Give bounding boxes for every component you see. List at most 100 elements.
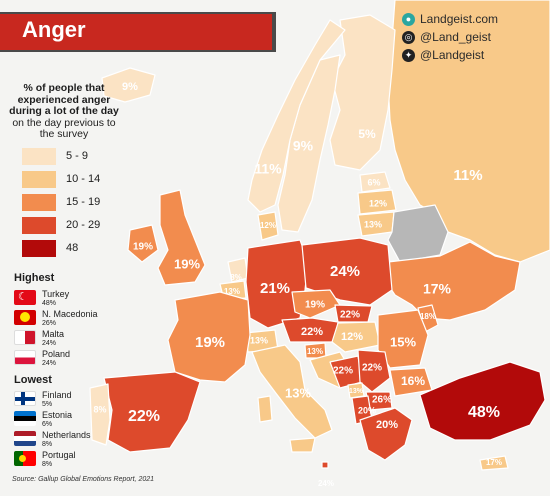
map-label-ukraine: 17% [423, 281, 452, 297]
portugal-flag-icon [14, 451, 36, 466]
highest-entry-macedonia: N. Macedonia 26% [14, 310, 98, 328]
map-label-iceland: 9% [122, 81, 138, 93]
map-label-switzerland: 13% [250, 335, 268, 345]
legend-swatch [22, 170, 56, 188]
map-label-romania: 15% [390, 334, 416, 349]
brand-twitter[interactable]: ✦ @Landgeist [402, 46, 532, 64]
highest-entry-malta: Malta 24% [14, 330, 64, 348]
region-norway [247, 19, 346, 213]
map-label-united-kingdom: 19% [174, 256, 200, 271]
finland-flag-icon [14, 391, 36, 406]
twitter-icon: ✦ [402, 48, 415, 62]
region-turkey [419, 361, 546, 441]
region-greece [359, 407, 413, 461]
legend-bin: 15 - 19 [8, 191, 120, 214]
legend-subtitle: on the day previous to the survey [12, 116, 116, 140]
map-label-austria: 22% [301, 326, 323, 338]
map-label-ireland: 19% [133, 242, 153, 253]
north-macedonia-flag-icon [14, 310, 36, 325]
region-sicily [289, 437, 316, 453]
map-label-poland: 24% [330, 263, 360, 280]
entry-value: 24% [42, 360, 57, 367]
lowest-heading: Lowest [14, 374, 52, 386]
region-latvia [357, 189, 397, 215]
entry-name: Turkey [42, 289, 70, 299]
poland-flag-icon [14, 350, 36, 365]
region-czechia [291, 289, 341, 319]
map-label-montenegro: 13% [349, 388, 364, 395]
legend-bin-label: 10 - 14 [66, 173, 101, 185]
lowest-entry-finland: Finland 5% [14, 391, 72, 409]
title-bar [0, 14, 272, 50]
entry-name: Malta [42, 329, 65, 339]
highest-entry-poland: Poland 24% [14, 350, 70, 368]
legend-bin-label: 48 [66, 242, 79, 254]
malta-flag-icon [14, 330, 36, 345]
brand-block: ● Landgeist.com ◎ @Land_geist ✦ @Landgei… [402, 10, 532, 64]
legend-swatch [22, 239, 56, 257]
map-label-czechia: 19% [305, 300, 325, 311]
entry-value: 8% [42, 441, 53, 448]
legend: % of people that experienced anger durin… [8, 82, 120, 260]
legend-bin: 5 - 9 [8, 145, 120, 168]
legend-bin: 48 [8, 237, 120, 260]
map-label-greece: 20% [376, 419, 398, 431]
region-estonia [359, 171, 391, 193]
page-title: Anger [22, 17, 86, 42]
map-label-slovakia: 22% [340, 310, 360, 321]
highest-heading: Highest [14, 272, 55, 284]
lowest-entry-estonia: Estonia 6% [14, 411, 72, 429]
map-label-italy: 13% [285, 385, 311, 400]
entry-value: 48% [42, 300, 57, 307]
region-france [167, 291, 251, 383]
brand-instagram-label: @Land_geist [420, 30, 491, 44]
instagram-icon: ◎ [402, 30, 415, 44]
region-poland [301, 237, 393, 306]
region-sardinia [257, 395, 273, 423]
region-ireland [127, 224, 159, 263]
brand-instagram[interactable]: ◎ @Land_geist [402, 28, 532, 46]
map-label-france: 19% [195, 334, 225, 351]
map-label-albania: 20% [358, 405, 376, 415]
legend-title: % of people that experienced anger durin… [9, 82, 119, 117]
legend-bin-label: 15 - 19 [66, 196, 101, 208]
map-label-russia: 11% [453, 167, 482, 184]
map-label-germany: 21% [260, 280, 290, 297]
map-label-spain: 22% [128, 408, 160, 425]
brand-website[interactable]: ● Landgeist.com [402, 10, 532, 28]
legend-swatch [22, 216, 56, 234]
legend-swatch [22, 193, 56, 211]
entry-name: Estonia [42, 410, 73, 420]
brand-website-label: Landgeist.com [420, 12, 499, 26]
map-label-estonia: 6% [367, 177, 380, 187]
entry-value: 24% [42, 340, 57, 347]
region-belarus [387, 204, 449, 263]
legend-bin: 20 - 29 [8, 214, 120, 237]
map-label-portugal: 8% [93, 404, 106, 414]
map-label-malta: 24% [318, 479, 334, 488]
highest-entry-turkey: ☾ Turkey 48% [14, 290, 69, 308]
map-label-belgium: 13% [224, 287, 240, 296]
legend-swatch [22, 147, 56, 165]
region-italy [251, 344, 333, 439]
turkey-flag-icon: ☾ [14, 290, 36, 305]
region-portugal [89, 383, 111, 446]
brand-twitter-label: @Landgeist [420, 48, 485, 62]
region-uk [157, 189, 206, 286]
region-hungary [331, 321, 381, 353]
map-label-denmark: 12% [260, 221, 276, 230]
legend-bin: 10 - 14 [8, 168, 120, 191]
entry-name: Portugal [42, 450, 76, 460]
region-denmark [257, 211, 279, 241]
region-spain [103, 371, 201, 453]
map-label-moldova: 18% [420, 312, 436, 321]
map-label-netherlands: 8% [230, 273, 242, 282]
map-label-turkey: 48% [468, 404, 500, 421]
entry-value: 26% [42, 320, 57, 327]
entry-value: 5% [42, 401, 53, 408]
entry-value: 6% [42, 421, 53, 428]
region-cyprus [479, 455, 509, 471]
region-finland [329, 14, 396, 171]
lowest-entry-portugal: Portugal 8% [14, 451, 76, 469]
